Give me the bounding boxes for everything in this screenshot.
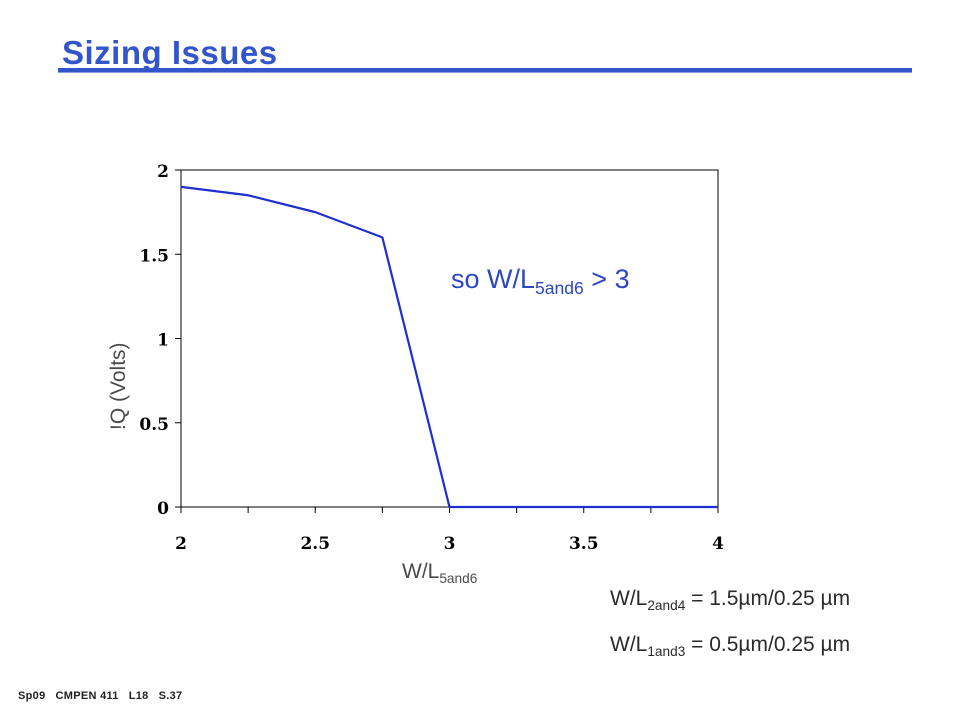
series-line [180, 185, 718, 509]
annotation-sub: 5and6 [535, 278, 584, 299]
plot-area [180, 169, 719, 508]
equation-w-l-2and4: W/L2and4 = 1.5µm/0.25 µm [610, 587, 850, 613]
x-tick-label: 3.5 [569, 534, 599, 554]
annotation-suffix: > 3 [583, 264, 630, 294]
y-tick-label: 1.5 [139, 246, 169, 266]
footer-course: CMPEN 411 [55, 690, 119, 702]
y-tick-label: 0 [157, 499, 169, 519]
x-tick-label: 3 [444, 534, 456, 554]
y-tick-label: 0.5 [139, 415, 169, 435]
equation-sub: 1and3 [647, 643, 686, 659]
y-tick-label: 1 [157, 331, 169, 351]
x-axis-label-sub: 5and6 [439, 570, 478, 586]
footer-lecture: L18 [128, 690, 149, 702]
x-tick-label: 4 [712, 534, 724, 554]
chart-axes: 0 0.5 1 1.5 2 2 2.5 3 3.5 4 [139, 162, 724, 554]
equation-value: = 1.5µm/0.25 µm [685, 587, 851, 610]
x-axis-label-main: W/L [402, 560, 440, 583]
x-tick-label: 2.5 [300, 534, 330, 554]
equation-sub: 2and4 [647, 597, 686, 613]
equation-value: = 0.5µm/0.25 µm [685, 633, 851, 656]
footer-slide-number: S.37 [158, 690, 183, 702]
footer-term: Sp09 [18, 690, 46, 702]
equation-main: W/L [610, 633, 648, 656]
y-axis-label: !Q (Volts) [107, 342, 130, 430]
x-axis-label: W/L5and6 [402, 560, 477, 586]
title-underline [58, 68, 912, 73]
annotation-main: so W/L [451, 264, 536, 294]
y-tick-label: 2 [157, 162, 169, 182]
chart-series [180, 185, 718, 509]
slide-title: Sizing Issues [62, 34, 278, 71]
equation-w-l-1and3: W/L1and3 = 0.5µm/0.25 µm [610, 633, 850, 659]
chart-annotation: so W/L5and6 > 3 [451, 264, 630, 299]
x-tick-label: 2 [175, 534, 187, 554]
slide-footer: Sp09 CMPEN 411 L18 S.37 [18, 690, 192, 702]
equation-main: W/L [610, 587, 648, 610]
